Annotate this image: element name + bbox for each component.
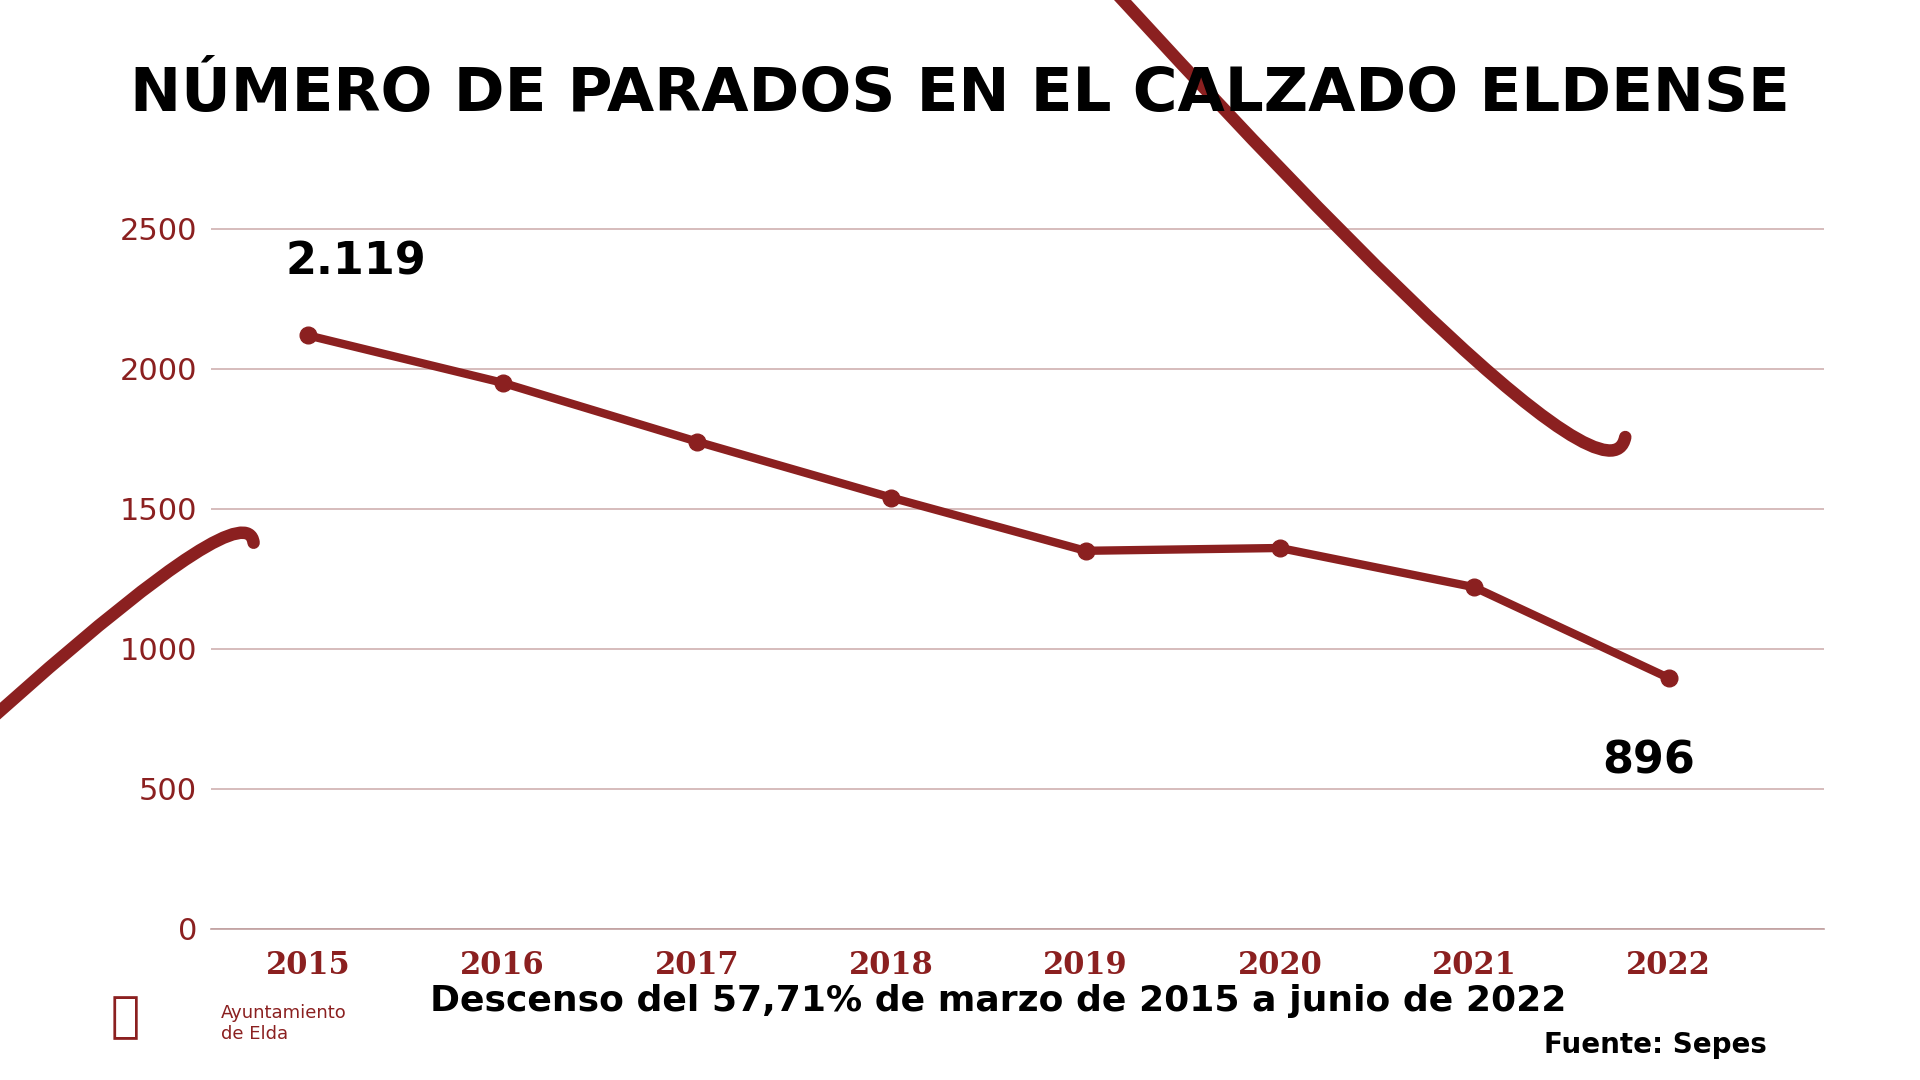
Text: Ayuntamiento
de Elda: Ayuntamiento de Elda [221,1004,346,1043]
Text: 896: 896 [1603,740,1695,783]
Text: Fuente: Sepes: Fuente: Sepes [1544,1031,1766,1059]
Text: Descenso del 57,71% de marzo de 2015 a junio de 2022: Descenso del 57,71% de marzo de 2015 a j… [430,984,1567,1018]
Text: 2.119: 2.119 [284,241,426,284]
Text: NÚMERO DE PARADOS EN EL CALZADO ELDENSE: NÚMERO DE PARADOS EN EL CALZADO ELDENSE [131,65,1789,124]
Text: 🏰: 🏰 [109,994,140,1041]
